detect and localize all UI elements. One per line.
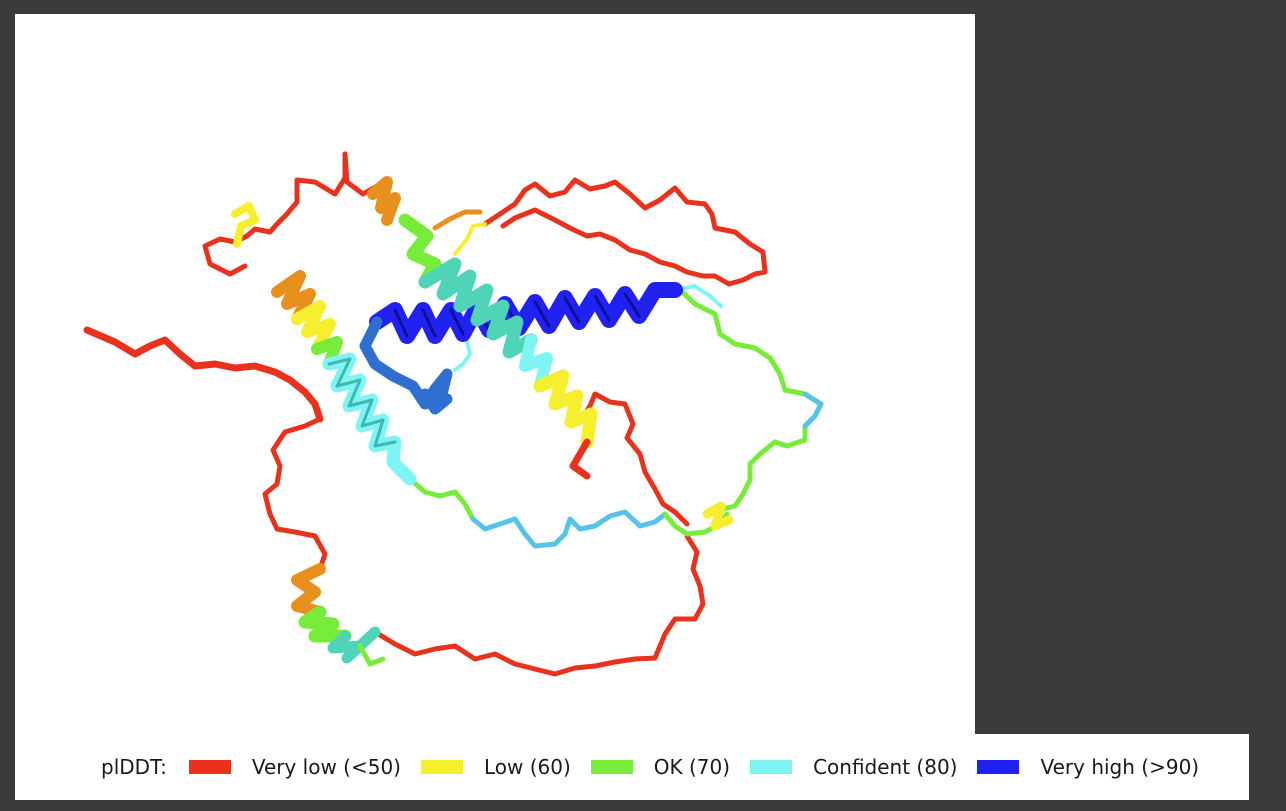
central-helix-red-end bbox=[569, 438, 591, 480]
lower-helix-tail bbox=[407, 476, 476, 522]
right-loop-cyan bbox=[802, 391, 824, 429]
structure-viewer[interactable] bbox=[15, 14, 975, 734]
steel-helix-short bbox=[359, 316, 453, 415]
lower-loop bbox=[262, 416, 328, 572]
legend-label-very-low: Very low (<50) bbox=[251, 755, 401, 779]
loop-strands bbox=[83, 151, 824, 677]
upper-left-loop bbox=[202, 151, 348, 277]
n-terminal-coil bbox=[83, 326, 324, 423]
upper-orange-helix bbox=[367, 176, 401, 226]
left-helix-orange bbox=[271, 270, 316, 325]
central-helix-teal bbox=[418, 257, 538, 359]
central-helix-yellow bbox=[533, 369, 598, 449]
legend-title: plDDT: bbox=[101, 755, 167, 779]
lower-helix-green bbox=[298, 605, 352, 643]
legend-swatch-very-high bbox=[977, 760, 1020, 774]
legend-item-very-low: Very low (<50) bbox=[188, 755, 401, 779]
legend-item-confident: Confident (80) bbox=[750, 755, 957, 779]
left-helix-green bbox=[311, 336, 343, 370]
legend-label-ok: OK (70) bbox=[653, 755, 731, 779]
legend-item-low: Low (60) bbox=[420, 755, 571, 779]
legend-swatch-confident bbox=[750, 760, 793, 774]
lower-cyan-loop bbox=[470, 509, 668, 549]
upper-yellow-turn bbox=[231, 202, 259, 248]
left-helix-yellow bbox=[291, 300, 336, 355]
left-helix-cyan-edge bbox=[327, 357, 397, 448]
blue-helix-long bbox=[369, 282, 683, 344]
legend-label-confident: Confident (80) bbox=[813, 755, 958, 779]
legend-label-very-high: Very high (>90) bbox=[1040, 755, 1200, 779]
yellow-upper-connector bbox=[453, 222, 487, 256]
right-small-turn bbox=[702, 501, 734, 531]
legend-label-low: Low (60) bbox=[483, 755, 571, 779]
blue-connector bbox=[453, 332, 472, 372]
helices bbox=[231, 176, 734, 667]
legend-swatch-ok bbox=[590, 760, 633, 774]
legend-swatch-very-low bbox=[188, 760, 231, 774]
lower-helix-teal bbox=[327, 626, 381, 664]
right-loop bbox=[677, 287, 824, 515]
upper-right-loop bbox=[482, 177, 768, 287]
legend-item-ok: OK (70) bbox=[590, 755, 731, 779]
lower-helix-green-tail bbox=[357, 643, 386, 667]
legend-item-very-high: Very high (>90) bbox=[977, 755, 1199, 779]
cyan-upper-connector bbox=[673, 284, 723, 308]
bottom-loop bbox=[372, 533, 706, 677]
legend-swatch-low bbox=[420, 760, 463, 774]
protein-structure-render bbox=[83, 151, 824, 677]
middle-loop bbox=[580, 391, 690, 527]
plddt-legend: plDDT: Very low (<50) Low (60) OK (70) C… bbox=[15, 734, 1249, 800]
lower-helix-orange bbox=[291, 563, 326, 618]
central-helix-cyan bbox=[519, 334, 553, 392]
orange-upper-connector bbox=[432, 209, 483, 231]
central-helix-green bbox=[398, 213, 442, 289]
